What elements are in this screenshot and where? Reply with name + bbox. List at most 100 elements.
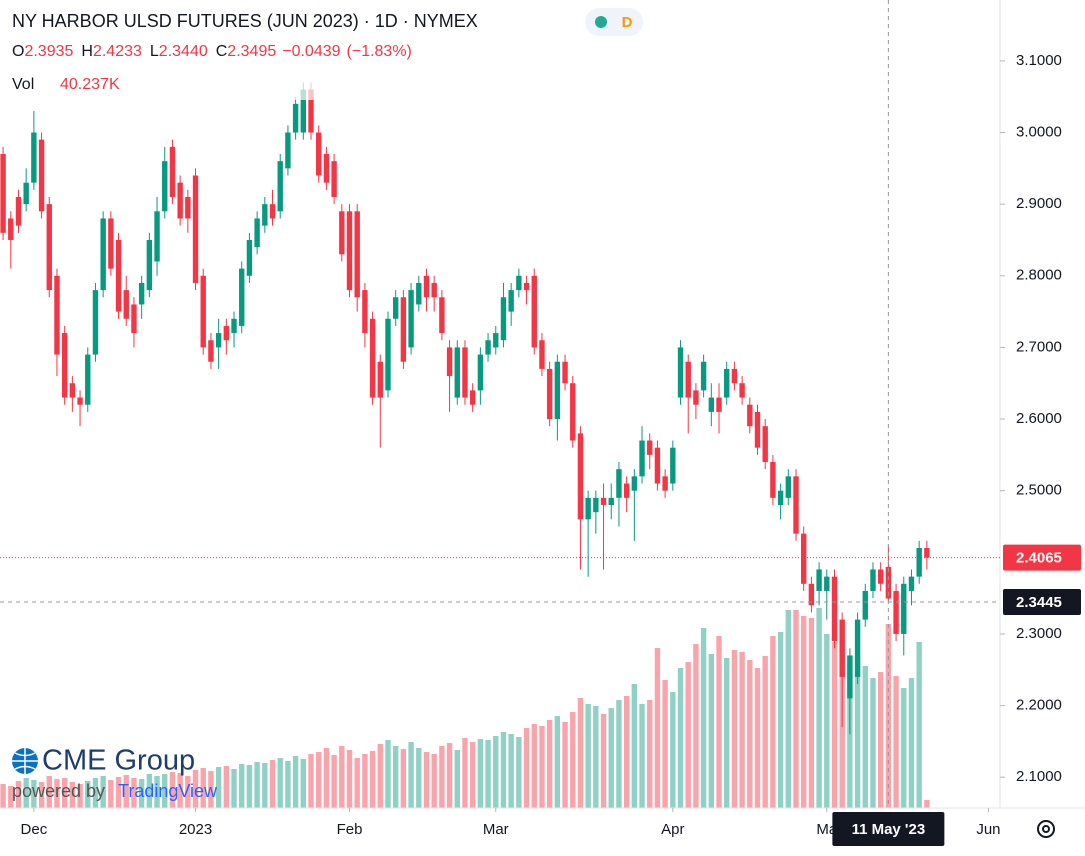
candle-body <box>631 476 638 491</box>
x-tick-label: Apr <box>661 821 684 838</box>
volume-bar <box>385 740 391 808</box>
logo-powered: powered by <box>12 781 105 801</box>
volume-bar <box>362 754 368 808</box>
x-tick-label: Jun <box>976 821 1000 838</box>
candle-body <box>754 411 761 448</box>
volume-bar <box>839 648 845 808</box>
volume-bar <box>593 706 599 808</box>
volume-bar <box>893 676 899 808</box>
candle-body <box>239 268 245 326</box>
candle-body <box>316 132 322 176</box>
candle-body <box>339 211 345 255</box>
candle-body <box>493 333 499 348</box>
volume-bar <box>693 644 699 808</box>
candle-body <box>354 211 360 298</box>
volume-bar <box>770 636 776 808</box>
volume-bar <box>469 742 476 808</box>
candle-body <box>92 290 99 355</box>
candle-body <box>215 333 222 348</box>
volume-bar <box>700 628 707 808</box>
volume-bar <box>169 772 176 808</box>
legend-value: 2.4233 <box>93 43 142 60</box>
candle-body <box>908 576 915 591</box>
volume-bar <box>493 736 499 808</box>
settings-icon[interactable] <box>1037 820 1055 838</box>
volume-bar <box>877 672 884 808</box>
volume-bar <box>200 768 206 808</box>
volume-bar <box>816 608 822 808</box>
candle-body <box>362 290 368 334</box>
candle-body <box>85 354 91 405</box>
volume-bar <box>777 632 784 808</box>
last-price-box <box>1003 544 1081 571</box>
candle-body <box>847 655 853 699</box>
legend-value: 2.3495 <box>227 43 276 60</box>
settings-icon-center[interactable] <box>1042 825 1050 833</box>
candle-body <box>0 154 6 233</box>
candle-body <box>816 569 822 591</box>
y-tick-label: 2.3000 <box>1016 625 1062 642</box>
volume-bar <box>585 704 591 808</box>
logo-brand: CME Group <box>42 745 195 777</box>
y-tick-label: 2.6000 <box>1016 410 1062 427</box>
volume-bar <box>54 779 60 808</box>
candle-body <box>31 132 37 183</box>
candle-body <box>708 397 715 412</box>
candle-body <box>593 497 599 513</box>
candle-body <box>254 218 260 248</box>
candle-body <box>831 576 838 642</box>
volume-bar <box>446 743 453 808</box>
candle-body <box>277 161 283 212</box>
volume-bar <box>516 737 522 808</box>
legend-letter: C <box>216 43 228 60</box>
volume-bar <box>100 776 106 808</box>
volume-bar <box>177 773 183 808</box>
candle-body <box>554 361 561 420</box>
volume-bar <box>123 775 129 808</box>
candle-body <box>747 404 753 427</box>
legend-change-pct: (−1.83%) <box>347 43 412 60</box>
candle-body <box>724 368 730 398</box>
candle-body <box>916 547 922 577</box>
volume-bar <box>662 680 668 808</box>
volume-bar <box>546 720 553 808</box>
candle-body <box>439 297 445 334</box>
candle-body <box>446 347 453 377</box>
y-tick-label: 2.2000 <box>1016 697 1062 714</box>
candle-body <box>77 397 83 405</box>
volume-bar <box>408 742 414 808</box>
candle-body <box>431 282 437 298</box>
candle-body <box>531 275 537 348</box>
candle-body <box>154 211 160 262</box>
last-price-label: 2.4065 <box>1016 550 1062 567</box>
volume-bar <box>423 752 430 808</box>
volume-bar <box>262 763 268 808</box>
candle-body <box>901 583 907 634</box>
candle-body <box>231 318 237 334</box>
y-tick-label: 2.1000 <box>1016 768 1062 785</box>
volume-bar <box>623 696 630 808</box>
volume-bar <box>8 786 14 808</box>
volume-bar <box>292 756 299 808</box>
volume-bar <box>570 712 576 808</box>
candle-body <box>885 566 892 599</box>
volume-bar <box>300 759 307 808</box>
candle-body <box>924 547 930 558</box>
volume-bar <box>115 777 122 808</box>
volume-bar <box>108 780 114 808</box>
candle-body <box>854 619 861 677</box>
candle-body <box>462 347 468 398</box>
volume-bar <box>154 776 160 808</box>
volume-bar <box>61 778 68 808</box>
volume-bar <box>793 610 799 808</box>
crosshair-price-box <box>1003 589 1081 616</box>
candle-body <box>839 619 845 677</box>
volume-bar <box>485 740 491 808</box>
candle-body <box>285 132 291 169</box>
volume-bar <box>870 678 876 808</box>
volume-bar <box>31 780 37 808</box>
candle-body <box>516 275 522 291</box>
logo: CME Group powered by TradingView <box>12 745 218 801</box>
volume-bar <box>331 755 337 808</box>
volume-bar <box>346 750 353 808</box>
